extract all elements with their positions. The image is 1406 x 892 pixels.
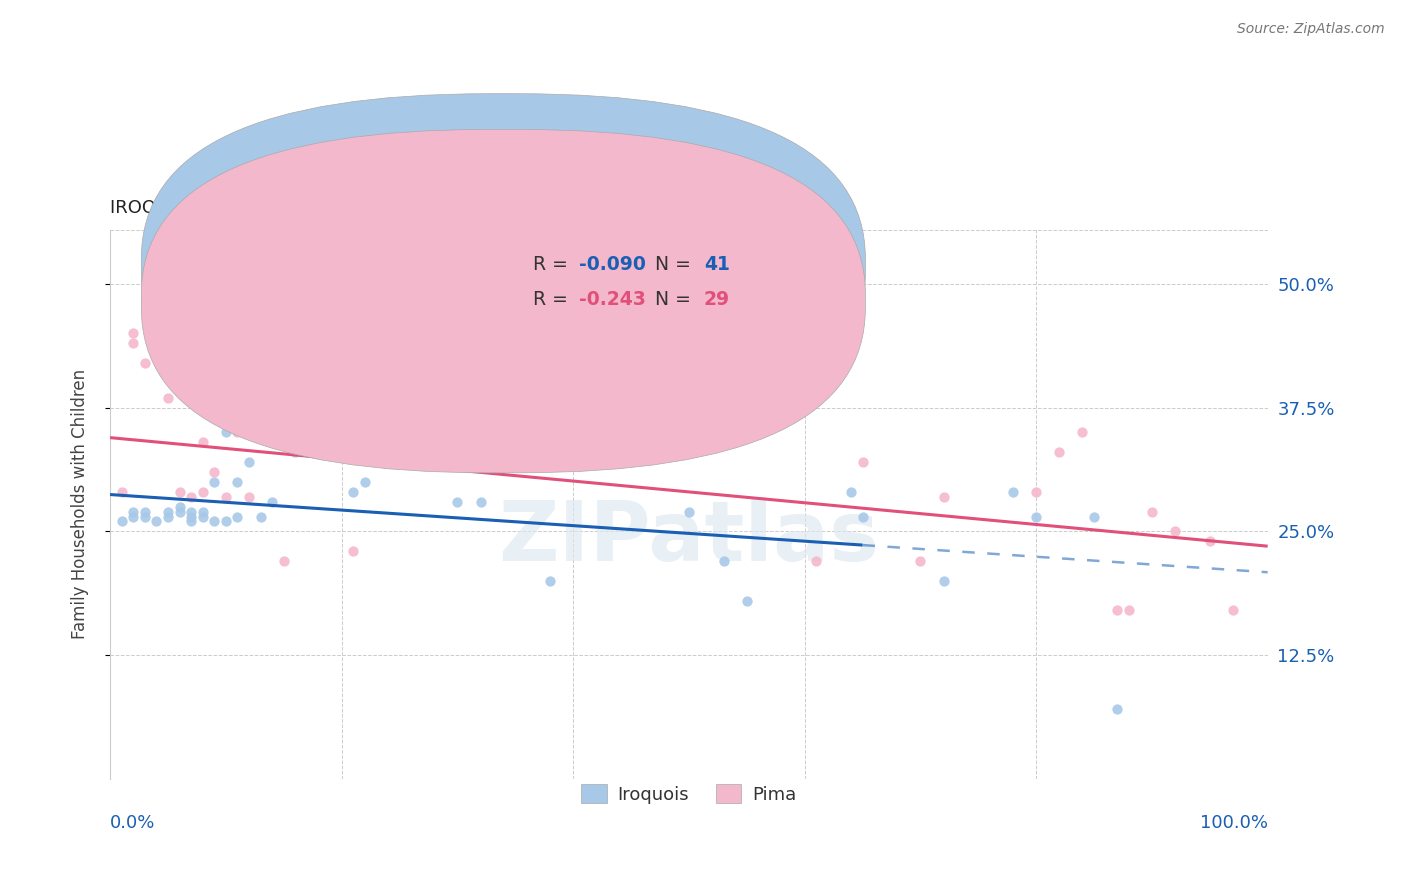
Point xyxy=(134,504,156,518)
Text: Source: ZipAtlas.com: Source: ZipAtlas.com xyxy=(1237,22,1385,37)
Point xyxy=(538,574,561,588)
Text: -0.243: -0.243 xyxy=(579,291,645,310)
Point xyxy=(238,455,260,469)
Text: R =: R = xyxy=(533,291,574,310)
Point xyxy=(1083,509,1105,524)
Point xyxy=(180,515,202,529)
FancyBboxPatch shape xyxy=(142,129,866,473)
Y-axis label: Family Households with Children: Family Households with Children xyxy=(72,369,89,640)
Point xyxy=(1118,603,1140,617)
Point xyxy=(1140,504,1163,518)
Point xyxy=(180,504,202,518)
Point xyxy=(169,484,191,499)
Point xyxy=(226,475,249,489)
Point xyxy=(202,515,225,529)
Point xyxy=(202,475,225,489)
Point xyxy=(145,515,167,529)
Point xyxy=(122,326,145,341)
Point xyxy=(932,574,955,588)
Text: -0.090: -0.090 xyxy=(579,255,645,274)
Point xyxy=(111,484,134,499)
Point xyxy=(122,504,145,518)
Point xyxy=(1164,524,1187,539)
Point xyxy=(191,435,214,450)
Point xyxy=(713,554,735,568)
Point xyxy=(1025,484,1047,499)
Point xyxy=(191,509,214,524)
Point xyxy=(215,490,238,504)
Point xyxy=(111,515,134,529)
Point xyxy=(851,455,873,469)
Point xyxy=(262,494,284,508)
Point xyxy=(215,425,238,440)
Point xyxy=(342,484,364,499)
FancyBboxPatch shape xyxy=(142,94,866,437)
Point xyxy=(1222,603,1244,617)
Point xyxy=(191,484,214,499)
Point xyxy=(156,509,179,524)
Point xyxy=(1001,484,1024,499)
Point xyxy=(226,425,249,440)
Point xyxy=(180,490,202,504)
Point xyxy=(215,406,238,420)
Point xyxy=(215,515,238,529)
Point xyxy=(284,445,307,459)
Point xyxy=(342,544,364,558)
Point xyxy=(470,494,492,508)
Point xyxy=(249,509,271,524)
Point xyxy=(1198,534,1220,549)
Text: R =: R = xyxy=(533,255,574,274)
Text: 100.0%: 100.0% xyxy=(1199,814,1268,832)
Point xyxy=(122,509,145,524)
Point xyxy=(353,475,375,489)
FancyBboxPatch shape xyxy=(475,244,770,323)
Point xyxy=(122,336,145,351)
Text: 41: 41 xyxy=(704,255,730,274)
Point xyxy=(191,504,214,518)
Point xyxy=(156,504,179,518)
Point xyxy=(851,509,873,524)
Legend: Iroquois, Pima: Iroquois, Pima xyxy=(574,777,804,811)
Point xyxy=(1025,509,1047,524)
Point xyxy=(1047,445,1070,459)
Text: N =: N = xyxy=(643,255,696,274)
Point xyxy=(678,504,700,518)
Point xyxy=(1107,702,1129,716)
Point xyxy=(735,593,758,607)
Point xyxy=(910,554,932,568)
Point xyxy=(238,490,260,504)
Text: 29: 29 xyxy=(704,291,730,310)
Point xyxy=(169,500,191,514)
Point xyxy=(226,509,249,524)
Point xyxy=(273,554,295,568)
Point xyxy=(1071,425,1094,440)
Point xyxy=(932,490,955,504)
Point xyxy=(134,509,156,524)
Point xyxy=(1107,603,1129,617)
Point xyxy=(134,356,156,370)
Point xyxy=(839,484,862,499)
Text: IROQUOIS VS PIMA FAMILY HOUSEHOLDS WITH CHILDREN CORRELATION CHART: IROQUOIS VS PIMA FAMILY HOUSEHOLDS WITH … xyxy=(110,199,830,217)
Point xyxy=(202,465,225,479)
Text: 0.0%: 0.0% xyxy=(110,814,156,832)
Point xyxy=(180,509,202,524)
Text: ZIPatlas: ZIPatlas xyxy=(498,497,879,578)
Point xyxy=(156,391,179,405)
Text: N =: N = xyxy=(643,291,696,310)
Point xyxy=(446,494,468,508)
Point xyxy=(562,277,585,291)
Point xyxy=(806,554,828,568)
Point xyxy=(169,504,191,518)
